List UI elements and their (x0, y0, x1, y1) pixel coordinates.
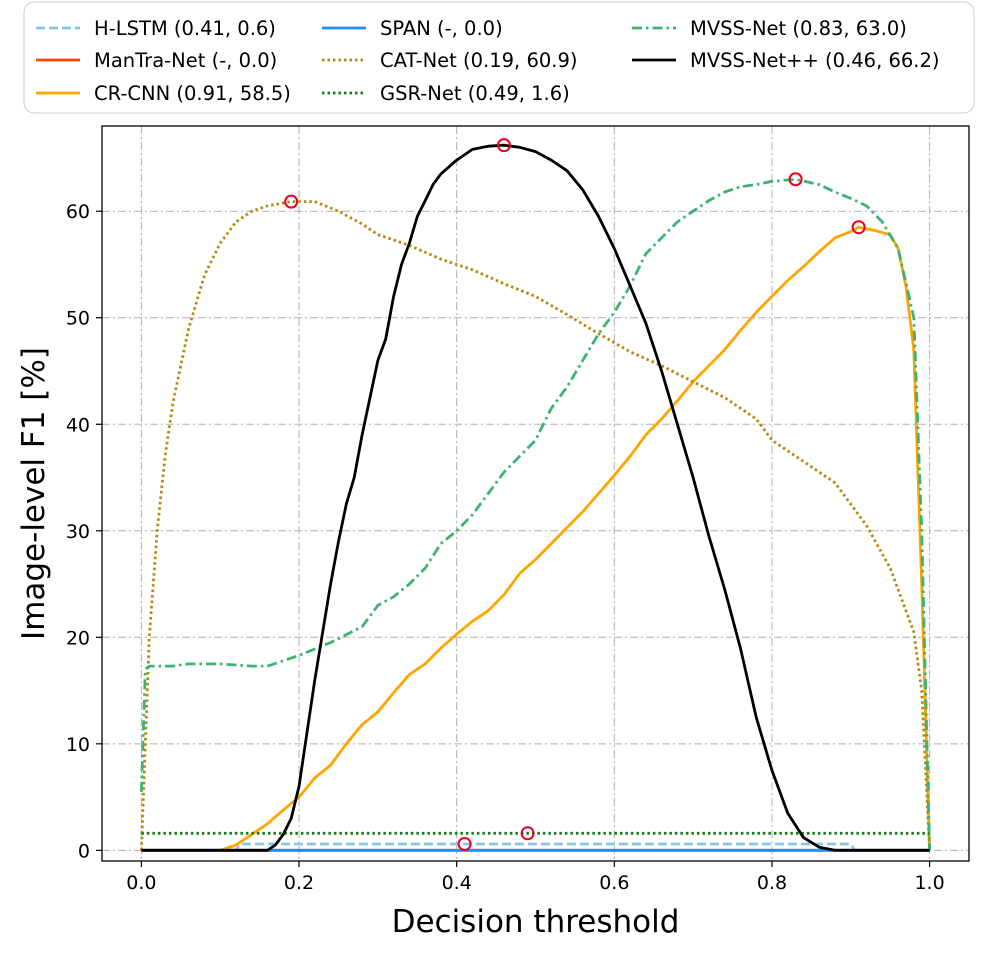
y-axis-title: Image-level F1 [%] (16, 347, 52, 640)
x-tick-label: 0.6 (599, 872, 629, 894)
best-threshold-markers (284, 138, 866, 851)
x-tick-label: 0.0 (126, 872, 156, 894)
x-axis-title: Decision threshold (392, 904, 680, 940)
x-tick-label: 1.0 (914, 872, 944, 894)
legend-label: CR-CNN (0.91, 58.5) (94, 82, 291, 105)
series-line-mvss-net (140, 177, 931, 851)
legend: H-LSTM (0.41, 0.6) ManTra-Net (-, 0.0) CR-… (23, 1, 975, 114)
y-tick-label: 0 (78, 840, 90, 862)
best-marker-cat-net (284, 194, 299, 209)
best-marker-cr-cnn (851, 220, 866, 235)
legend-label: SPAN (-, 0.0) (380, 17, 503, 40)
best-marker-mvss-net (788, 172, 803, 187)
y-tick-label: 10 (66, 734, 90, 756)
plot-frame (101, 125, 970, 862)
x-tick-label: 0.2 (284, 872, 314, 894)
legend-box (23, 1, 975, 114)
legend-label: ManTra-Net (-, 0.0) (94, 49, 277, 72)
best-marker-mvss-net (496, 138, 511, 153)
x-tick-label: 0.8 (757, 872, 787, 894)
best-marker-gsr-net (520, 826, 535, 841)
legend-label: CAT-Net (0.19, 60.9) (380, 49, 577, 72)
legend-label: MVSS-Net++ (0.46, 66.2) (690, 49, 940, 72)
series-line-cat-net (140, 200, 931, 851)
series-line-mvss-net (141, 143, 930, 852)
axis-ticks: 0.0 0.2 0.4 0.6 0.8 1.0 0 10 20 30 40 50 60 (66, 201, 945, 894)
legend-label: MVSS-Net (0.83, 63.0) (690, 17, 907, 40)
y-tick-label: 50 (66, 308, 90, 330)
y-tick-label: 30 (66, 521, 90, 543)
series-line-cr-cnn (141, 225, 931, 852)
y-tick-label: 20 (66, 627, 90, 649)
best-marker-h-lstm (457, 836, 472, 851)
y-tick-label: 40 (66, 414, 90, 436)
x-tick-label: 0.4 (442, 872, 472, 894)
legend-label: GSR-Net (0.49, 1.6) (380, 82, 570, 105)
y-tick-label: 60 (66, 201, 90, 223)
series-lines (140, 143, 931, 852)
legend-label: H-LSTM (0.41, 0.6) (94, 17, 276, 40)
